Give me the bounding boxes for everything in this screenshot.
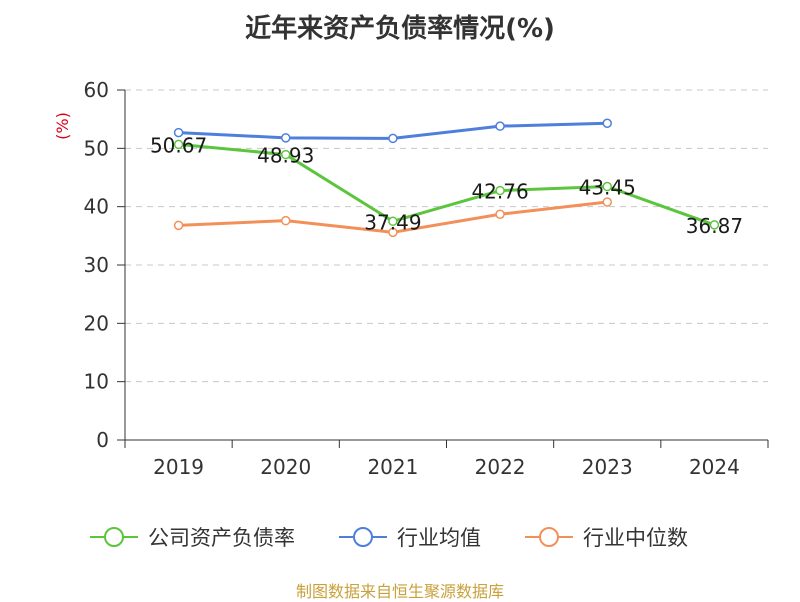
- data-point[interactable]: [173, 139, 184, 150]
- data-label: 48.93: [257, 144, 314, 168]
- data-point[interactable]: [495, 209, 505, 219]
- data-point[interactable]: [602, 118, 612, 128]
- data-point[interactable]: [602, 181, 612, 192]
- data-label: 50.67: [150, 133, 207, 157]
- x-tick-label: 2024: [689, 455, 740, 479]
- y-tick-label: 60: [84, 78, 109, 102]
- legend-marker: [353, 527, 373, 547]
- data-point[interactable]: [281, 133, 291, 143]
- legend-marker: [104, 527, 124, 547]
- data-point[interactable]: [173, 127, 184, 138]
- source-note: 制图数据来自恒生聚源数据库: [295, 582, 504, 601]
- legend-label: 行业中位数: [583, 526, 688, 550]
- legend-item[interactable]: 公司资产负债率: [90, 526, 295, 550]
- legend-item[interactable]: 行业均值: [339, 526, 481, 550]
- x-tick-label: 2019: [153, 455, 204, 479]
- data-point[interactable]: [495, 185, 505, 196]
- y-tick-label: 10: [84, 370, 109, 394]
- legend-label: 行业均值: [397, 526, 481, 550]
- data-point[interactable]: [388, 216, 398, 227]
- x-tick-label: 2020: [260, 455, 311, 479]
- series-line: [178, 142, 715, 227]
- data-labels: 50.67 48.93 37.49 42.76 43.45 36.87: [150, 133, 743, 238]
- data-point[interactable]: [709, 220, 720, 230]
- y-tick-label: 20: [84, 311, 109, 335]
- y-tick-label: 40: [84, 195, 109, 219]
- data-point[interactable]: [173, 220, 184, 231]
- y-tick-label: 0: [96, 428, 109, 452]
- legend-item[interactable]: 行业中位数: [525, 526, 688, 550]
- data-point[interactable]: [602, 197, 612, 207]
- data-point[interactable]: [281, 215, 291, 226]
- data-label: 36.87: [686, 214, 743, 238]
- legend-marker: [539, 527, 559, 547]
- data-label: 42.76: [471, 180, 528, 204]
- legend-label: 公司资产负债率: [148, 526, 295, 550]
- x-tick-label: 2023: [582, 455, 633, 479]
- data-point[interactable]: [495, 121, 505, 131]
- axes: 0 10 20 30 40 50 60 2019 2020 2021 2022 2023 2024 (%): [53, 78, 769, 479]
- data-point[interactable]: [281, 149, 291, 160]
- x-tick-label: 2022: [475, 455, 526, 479]
- x-tick-label: 2021: [367, 455, 418, 479]
- y-tick-label: 50: [84, 136, 109, 160]
- chart-title: 近年来资产负债率情况(%): [245, 14, 555, 44]
- series-group: [173, 118, 720, 238]
- data-label: 43.45: [579, 176, 636, 200]
- data-label: 37.49: [364, 210, 421, 234]
- y-axis-label: (%): [53, 112, 72, 140]
- data-point[interactable]: [388, 133, 398, 144]
- legend[interactable]: 公司资产负债率 行业均值 行业中位数: [90, 526, 688, 550]
- data-point[interactable]: [388, 227, 398, 238]
- y-tick-label: 30: [84, 253, 109, 277]
